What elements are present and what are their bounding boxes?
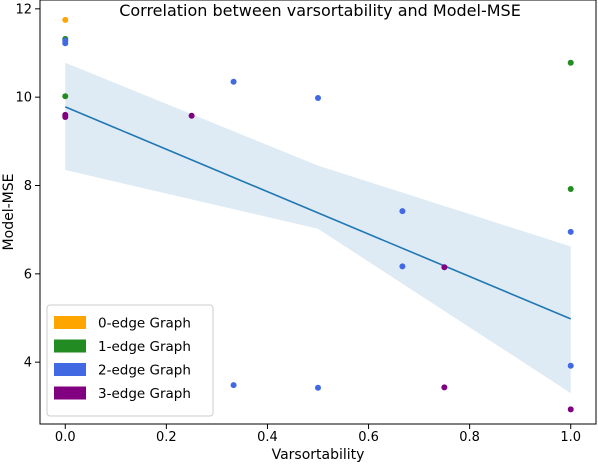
x-tick-label: 0.8 — [459, 430, 480, 445]
plot-frame — [39, 0, 597, 425]
legend-swatch — [54, 316, 86, 329]
data-point — [567, 228, 574, 235]
data-point — [62, 40, 69, 47]
data-points-layer — [62, 16, 574, 413]
x-tick-label: 0.2 — [156, 430, 177, 445]
legend-swatch — [54, 339, 86, 353]
data-point — [230, 382, 237, 389]
x-tick-label: 1.0 — [560, 430, 581, 445]
legend-swatch — [54, 363, 86, 376]
data-point — [567, 186, 574, 193]
y-axis-ticks: 4 6 8 10 12 — [15, 2, 40, 371]
data-point — [62, 114, 69, 121]
x-axis-label: Varsortability — [272, 447, 365, 463]
data-point — [188, 112, 195, 119]
y-tick-label: 12 — [15, 2, 32, 17]
y-tick-label: 4 — [24, 356, 32, 371]
data-point — [567, 406, 574, 413]
legend: 0-edge Graph 1-edge Graph 2-edge Graph 3-ed… — [46, 304, 214, 417]
data-point — [441, 264, 448, 271]
legend-box — [46, 304, 214, 417]
legend-label: 1-edge Graph — [98, 339, 191, 355]
data-point — [399, 263, 406, 270]
data-point — [315, 384, 321, 391]
legend-label: 0-edge Graph — [98, 316, 191, 332]
x-tick-label: 0.4 — [257, 430, 278, 445]
chart-title: Correlation between varsortability and M… — [119, 1, 521, 20]
regression-line-layer — [64, 106, 572, 320]
regression-line — [64, 106, 572, 320]
x-tick-label: 0.6 — [358, 430, 379, 445]
y-axis-label: Model-MSE — [1, 174, 17, 251]
confidence-band-layer — [65, 62, 571, 394]
x-tick-label: 0.0 — [55, 430, 76, 445]
legend-label: 3-edge Graph — [98, 386, 191, 402]
legend-swatch — [54, 386, 86, 400]
confidence-band — [65, 62, 571, 394]
data-point — [399, 208, 406, 215]
data-point — [315, 95, 321, 102]
data-point — [567, 59, 574, 66]
y-tick-label: 8 — [24, 179, 32, 194]
data-point — [441, 384, 448, 391]
y-tick-label: 10 — [15, 91, 32, 106]
x-axis-ticks: 0.0 0.2 0.4 0.6 0.8 1.0 — [55, 424, 581, 445]
y-tick-label: 6 — [24, 267, 32, 282]
data-point — [62, 16, 69, 23]
legend-label: 2-edge Graph — [98, 363, 191, 379]
data-point — [230, 78, 237, 85]
data-point — [567, 362, 574, 369]
data-point — [62, 93, 69, 100]
